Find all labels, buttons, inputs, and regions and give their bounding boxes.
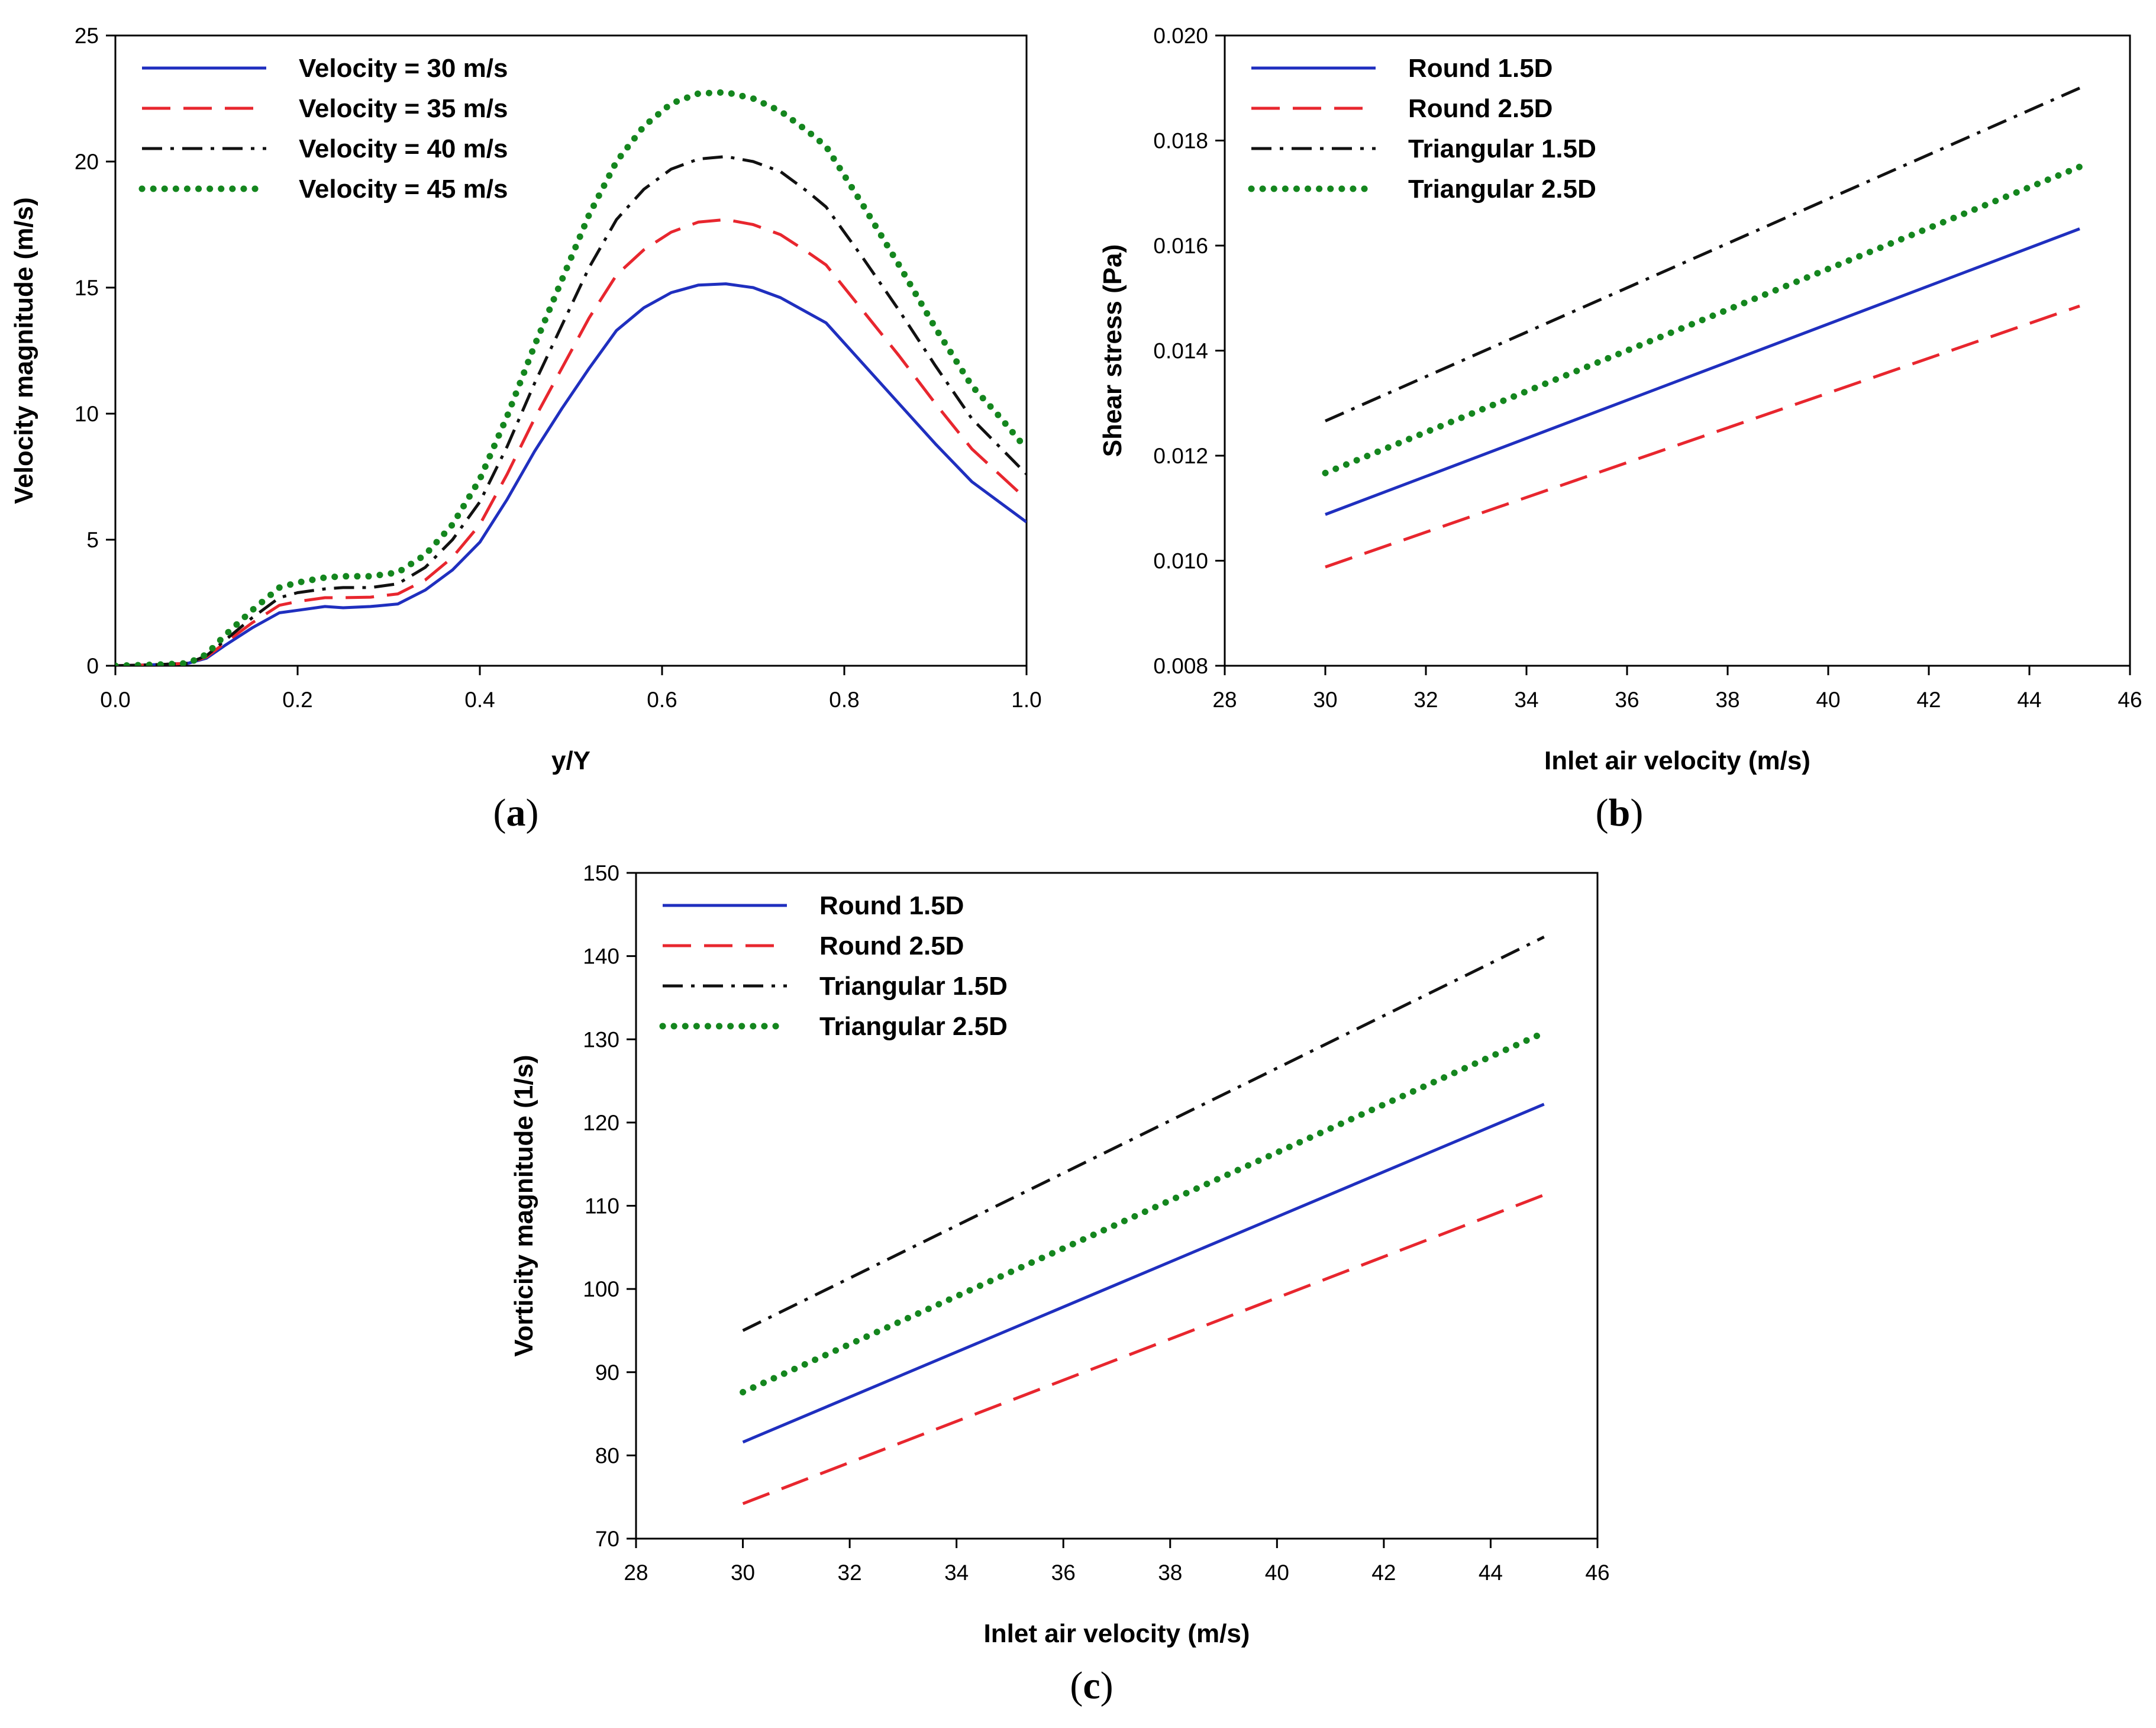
y-tick-label: 150 <box>583 861 619 885</box>
plot-frame-c <box>635 872 1599 1540</box>
y-tick-label: 120 <box>583 1111 619 1135</box>
caption-letter: b <box>1609 791 1631 834</box>
x-tick-label: 42 <box>1916 688 1941 712</box>
x-tick-label: 0.4 <box>464 688 495 712</box>
legend-label: Round 1.5D <box>1408 54 1553 83</box>
x-tick-label: 38 <box>1158 1561 1182 1585</box>
y-axis-title: Vorticity magnitude (1/s) <box>509 1055 538 1356</box>
series-line-velocity-35-m-s <box>115 218 1027 666</box>
x-tick-label: 30 <box>1313 688 1337 712</box>
plot-frame-b <box>1224 34 2131 667</box>
series-line-triangular-2-5d <box>1322 163 2083 476</box>
x-axis-title: Inlet air velocity (m/s) <box>984 1619 1250 1648</box>
y-tick-label: 20 <box>75 150 99 174</box>
legend-label: Velocity = 35 m/s <box>299 94 508 123</box>
x-tick-label: 30 <box>731 1561 755 1585</box>
y-axis-title: Velocity magnitude (m/s) <box>9 197 38 504</box>
y-tick-label: 25 <box>75 24 99 48</box>
plot-frame-a <box>114 34 1028 667</box>
legend-label: Velocity = 40 m/s <box>299 134 508 163</box>
x-tick-label: 42 <box>1371 1561 1396 1585</box>
x-tick-label: 28 <box>624 1561 648 1585</box>
caption-letter: c <box>1083 1664 1100 1707</box>
chart-panel-c: 28 30 32 34 36 38 40 42 44 46 70 80 90 100 110 120 130 14… <box>509 861 1610 1707</box>
series-line-round-2-5d <box>1325 304 2080 569</box>
y-tick-label: 5 <box>86 528 99 552</box>
legend-label: Velocity = 30 m/s <box>299 54 508 83</box>
x-axis-title: y/Y <box>551 746 590 775</box>
series-line-round-1-5d <box>1325 227 2080 516</box>
legend-label: Velocity = 45 m/s <box>299 175 508 204</box>
x-tick-label: 40 <box>1265 1561 1289 1585</box>
series-line-velocity-40-m-s <box>115 155 1027 666</box>
y-tick-label: 90 <box>595 1361 619 1385</box>
y-tick-label: 130 <box>583 1027 619 1052</box>
y-tick-label: 0.020 <box>1153 24 1208 48</box>
caption-letter: a <box>506 791 526 834</box>
legend-label: Triangular 1.5D <box>819 972 1008 1001</box>
x-tick-label: 32 <box>1413 688 1438 712</box>
y-tick-label: 0.012 <box>1153 444 1208 468</box>
series-line-velocity-30-m-s <box>115 282 1027 666</box>
x-tick-label: 34 <box>1514 688 1538 712</box>
series-line-triangular-1-5d <box>742 936 1545 1332</box>
legend-label: Round 1.5D <box>819 891 964 920</box>
legend-label: Round 2.5D <box>1408 94 1553 123</box>
x-tick-label: 0.0 <box>100 688 130 712</box>
x-tick-label: 1.0 <box>1011 688 1041 712</box>
y-tick-label: 0.010 <box>1153 549 1208 573</box>
y-tick-label: 100 <box>583 1277 619 1301</box>
x-tick-label: 46 <box>2118 688 2142 712</box>
series-line-round-1-5d <box>742 1102 1545 1444</box>
legend-label: Triangular 2.5D <box>1408 175 1596 204</box>
y-axis-title: Shear stress (Pa) <box>1098 244 1127 457</box>
chart-panel-b: 28 30 32 34 36 38 40 42 44 46 0.008 0.010 0.012 0.014… <box>1098 24 2142 834</box>
x-tick-label: 0.8 <box>829 688 859 712</box>
legend-label: Triangular 1.5D <box>1408 134 1596 163</box>
series-line-round-2-5d <box>742 1193 1545 1505</box>
panel-caption-b: (b) <box>1596 791 1644 834</box>
y-tick-label: 140 <box>583 944 619 969</box>
x-tick-label: 44 <box>1479 1561 1503 1585</box>
panel-caption-c: (c) <box>1070 1664 1113 1707</box>
y-tick-label: 0.018 <box>1153 129 1208 153</box>
series-line-triangular-1-5d <box>1324 86 2081 423</box>
legend-label: Triangular 2.5D <box>819 1012 1008 1041</box>
y-tick-label: 0.016 <box>1153 234 1208 258</box>
chart-panel-a: 0.0 0.2 0.4 0.6 0.8 1.0 0 5 10 15 20 25 y/Y Velocity … <box>9 24 1042 834</box>
series-line-velocity-45-m-s <box>115 89 1027 666</box>
series-line-triangular-2-5d <box>740 1029 1548 1395</box>
y-tick-label: 0.008 <box>1153 654 1208 678</box>
y-tick-label: 110 <box>585 1194 619 1218</box>
x-tick-label: 38 <box>1715 688 1739 712</box>
y-tick-label: 0 <box>86 654 99 678</box>
x-tick-label: 0.6 <box>647 688 677 712</box>
x-tick-label: 36 <box>1051 1561 1076 1585</box>
y-tick-label: 15 <box>75 276 99 300</box>
x-tick-label: 46 <box>1585 1561 1609 1585</box>
x-tick-label: 44 <box>2017 688 2041 712</box>
x-tick-label: 28 <box>1212 688 1237 712</box>
y-tick-label: 10 <box>75 402 99 426</box>
x-tick-label: 40 <box>1816 688 1840 712</box>
y-tick-label: 70 <box>595 1527 619 1551</box>
x-tick-label: 36 <box>1615 688 1639 712</box>
y-tick-label: 0.014 <box>1153 339 1208 363</box>
x-tick-label: 0.2 <box>282 688 312 712</box>
x-tick-label: 34 <box>944 1561 969 1585</box>
y-tick-label: 80 <box>595 1443 619 1468</box>
x-axis-title: Inlet air velocity (m/s) <box>1544 746 1810 775</box>
legend-label: Round 2.5D <box>819 931 964 960</box>
x-tick-label: 32 <box>838 1561 862 1585</box>
panel-caption-a: (a) <box>493 791 539 834</box>
